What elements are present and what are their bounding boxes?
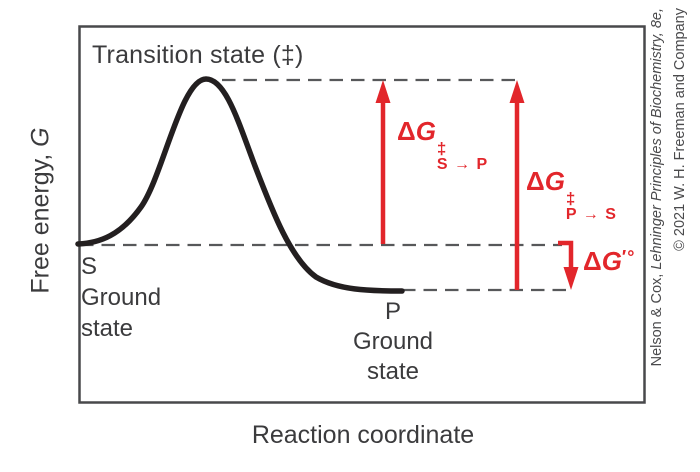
- credit-authors: Nelson & Cox,: [649, 269, 665, 367]
- product-state-line2: state: [366, 358, 420, 385]
- subscript-p-to-s: P → S: [565, 206, 617, 223]
- y-axis-label-text: Free energy,: [26, 146, 55, 294]
- credit-text: Nelson & Cox, Lehninger Principles of Bi…: [646, 8, 692, 396]
- credit-copyright: © 2021 W. H. Freeman and Company: [672, 8, 688, 251]
- standard-free-energy-arrow-shaft: [558, 240, 574, 269]
- product-ground-state-label: P Ground state: [343, 297, 443, 387]
- free-energy-curve: [75, 76, 405, 294]
- prime-degree-symbol: ′°: [621, 247, 636, 267]
- substrate-state-line1: Ground: [81, 284, 162, 311]
- arrowhead-up-icon: [509, 80, 525, 103]
- g-symbol: G: [415, 116, 436, 146]
- activation-arrow-p-to-s: [509, 80, 525, 290]
- delta-g-activation-s-to-p-label: ΔG ‡ S → P: [397, 116, 488, 173]
- delta-symbol: Δ: [397, 116, 416, 146]
- y-axis-label-variable: G: [26, 127, 55, 147]
- standard-free-energy-arrow: [558, 240, 579, 290]
- product-state-line1: Ground: [352, 328, 434, 355]
- substrate-state-line2: state: [81, 315, 134, 342]
- g-symbol: G: [544, 166, 565, 196]
- substrate-symbol: S: [81, 253, 98, 280]
- double-dagger-icon: ‡: [565, 189, 576, 208]
- activation-arrow-s-to-p: [375, 80, 391, 244]
- substrate-ground-state-label: S Ground state: [81, 251, 161, 344]
- transition-state-label: Transition state (‡): [92, 41, 304, 69]
- g-symbol: G: [601, 246, 622, 276]
- credit-book-title: Lehninger Principles of Biochemistry, 8e…: [649, 8, 665, 270]
- arrowhead-up-icon: [375, 80, 391, 103]
- subscript-s-to-p: S → P: [436, 156, 489, 173]
- delta-symbol: Δ: [583, 246, 602, 276]
- plot-border: [78, 25, 646, 404]
- arrowhead-down-icon: [563, 267, 579, 290]
- delta-g-activation-p-to-s-label: ΔG ‡ P → S: [526, 166, 617, 223]
- delta-g-standard-label: ΔG′°: [583, 246, 635, 277]
- y-axis-label: Free energy, G: [26, 111, 55, 311]
- double-dagger-icon: ‡: [436, 139, 447, 158]
- delta-symbol: Δ: [526, 166, 545, 196]
- product-symbol: P: [384, 298, 401, 325]
- x-axis-label: Reaction coordinate: [251, 421, 475, 449]
